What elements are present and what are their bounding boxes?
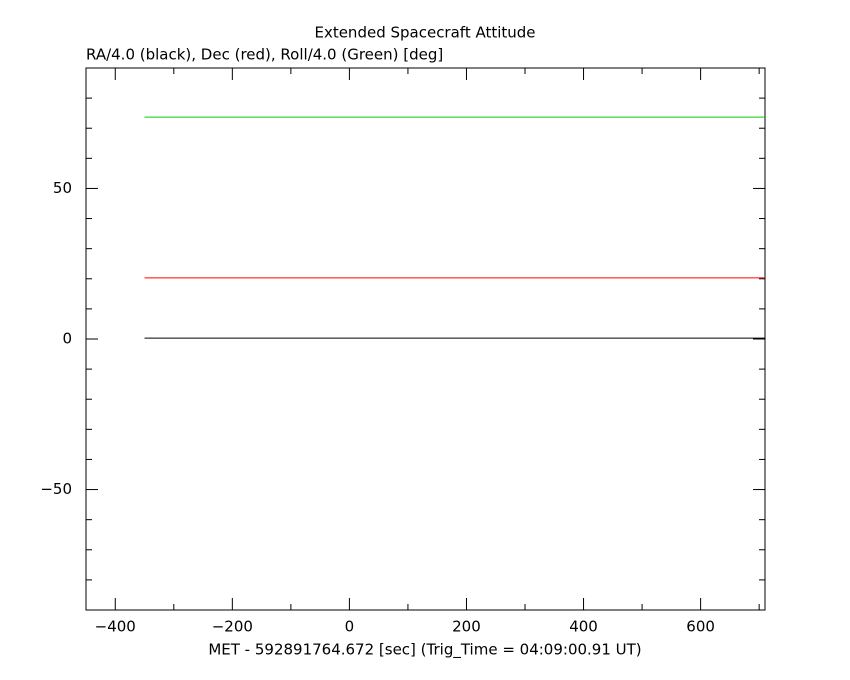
y-tick-label: 50 [53,179,72,197]
x-tick-label: 0 [345,618,355,636]
x-tick-label: 400 [569,618,598,636]
x-tick-label: 600 [686,618,715,636]
x-axis-label: MET - 592891764.672 [sec] (Trig_Time = 0… [208,641,641,660]
x-tick-label: 200 [452,618,481,636]
x-tick-label: −400 [95,618,136,636]
x-tick-label: −200 [212,618,253,636]
y-tick-label: −50 [40,480,72,498]
chart-subtitle: RA/4.0 (black), Dec (red), Roll/4.0 (Gre… [86,46,443,64]
chart-title: Extended Spacecraft Attitude [314,24,535,42]
y-tick-label: 0 [62,330,72,348]
